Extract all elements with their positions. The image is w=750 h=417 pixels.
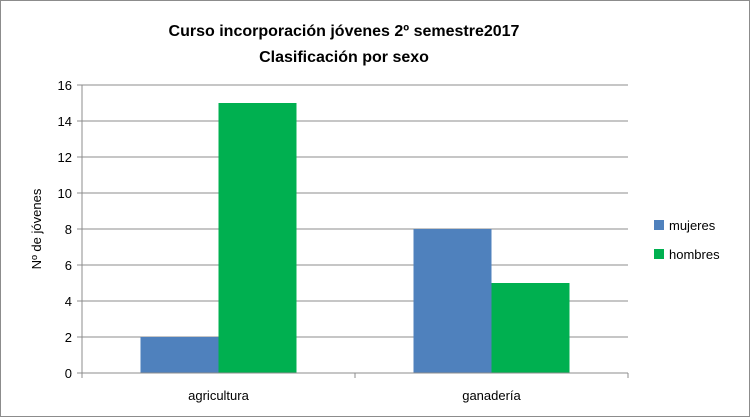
axes: [77, 84, 629, 378]
y-tick-label-3: 6: [65, 258, 72, 273]
y-axis-title: Nº de jóvenes: [29, 188, 44, 269]
y-tick-label-6: 12: [58, 150, 72, 165]
legend-label-hombres: hombres: [669, 247, 720, 262]
y-tick-label-1: 2: [65, 330, 72, 345]
legend-swatch-hombres: [654, 249, 664, 259]
bar-hombres-agricultura: [218, 103, 297, 373]
chart-title-line-1: Curso incorporación jóvenes 2º semestre2…: [169, 23, 520, 40]
y-tick-labels: 0 2 4 6 8 10 12 14 16: [58, 78, 72, 381]
x-tick-label-1: ganadería: [462, 388, 521, 403]
y-tick-label-8: 16: [58, 78, 72, 93]
y-tick-label-2: 4: [65, 294, 72, 309]
y-tick-label-5: 10: [58, 186, 72, 201]
y-tick-label-7: 14: [58, 114, 72, 129]
bar-mujeres-agricultura: [140, 337, 219, 373]
legend: mujeres hombres: [654, 218, 720, 262]
y-tick-label-4: 8: [65, 222, 72, 237]
bars: [140, 103, 570, 373]
legend-swatch-mujeres: [654, 220, 664, 230]
bar-hombres-ganadería: [491, 283, 570, 373]
gridlines: [82, 84, 628, 338]
x-tick-labels: agricultura ganadería: [188, 388, 521, 403]
chart-title-line-2: Clasificación por sexo: [259, 49, 429, 66]
legend-label-mujeres: mujeres: [669, 218, 716, 233]
bar-mujeres-ganadería: [413, 229, 492, 373]
x-tick-label-0: agricultura: [188, 388, 249, 403]
y-tick-label-0: 0: [65, 366, 72, 381]
